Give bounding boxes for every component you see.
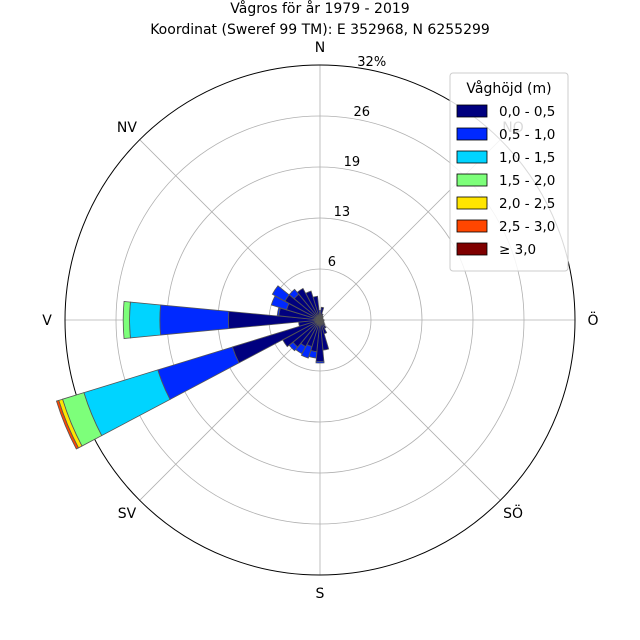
radial-tick-3: 19 [344, 155, 361, 170]
legend: Våghöjd (m) 0,0 - 0,5 0,5 - 1,0 1,0 - 1,5 1… [449, 72, 569, 272]
legend-label-6: ≥ 3,0 [499, 242, 536, 258]
outer-ring [64, 64, 576, 576]
legend-title: Våghöjd (m) [466, 80, 551, 97]
legend-label-4: 2,0 - 2,5 [499, 196, 555, 212]
radial-tick-1: 6 [328, 255, 336, 270]
chart-title: Vågros för år 1979 - 2019 [230, 0, 409, 17]
direction-label-3: SÖ [503, 504, 523, 522]
direction-label-2: Ö [587, 311, 598, 329]
legend-items: 0,0 - 0,5 0,5 - 1,0 1,0 - 1,5 1,5 - 2,0 2,0 … [456, 104, 555, 258]
radial-tick-4: 26 [354, 105, 371, 120]
rose-bar-31-bin-0 [312, 295, 321, 321]
grid-spoke-3 [319, 319, 501, 501]
radial-tick-2: 13 [334, 205, 351, 220]
legend-swatch-5 [456, 219, 488, 233]
legend-swatch-6 [456, 242, 488, 256]
rose-bars [55, 285, 330, 450]
legend-swatch-2 [456, 150, 488, 164]
legend-swatch-3 [456, 173, 488, 187]
rose-bar-24-bin-3 [122, 301, 131, 339]
polar-grid [64, 64, 576, 576]
legend-label-0: 0,0 - 0,5 [499, 104, 555, 120]
direction-label-7: NV [117, 120, 137, 136]
rose-bar-22-bin-5 [55, 399, 79, 450]
direction-label-5: SV [118, 506, 137, 522]
radial-tick-labels: 6 13 19 26 32% [328, 55, 386, 270]
rose-bar-16-bin-1 [315, 360, 325, 364]
legend-label-3: 1,5 - 2,0 [499, 173, 555, 189]
direction-label-6: V [42, 313, 52, 329]
legend-label-5: 2,5 - 3,0 [499, 219, 555, 235]
chart-subtitle: Koordinat (Sweref 99 TM): E 352968, N 62… [150, 22, 490, 38]
legend-label-2: 1,0 - 1,5 [499, 150, 555, 166]
legend-label-1: 0,5 - 1,0 [499, 127, 555, 143]
grid-spoke-5 [139, 319, 321, 501]
rose-bar-22-bin-1 [157, 346, 240, 400]
legend-swatch-1 [456, 127, 488, 141]
grid-spoke-7 [139, 139, 321, 321]
legend-swatch-0 [456, 104, 488, 118]
legend-swatch-4 [456, 196, 488, 210]
radial-tick-5: 32% [357, 55, 386, 70]
direction-label-4: S [316, 586, 325, 602]
rose-bar-24-bin-2 [129, 301, 161, 339]
direction-label-0: N [315, 40, 325, 56]
